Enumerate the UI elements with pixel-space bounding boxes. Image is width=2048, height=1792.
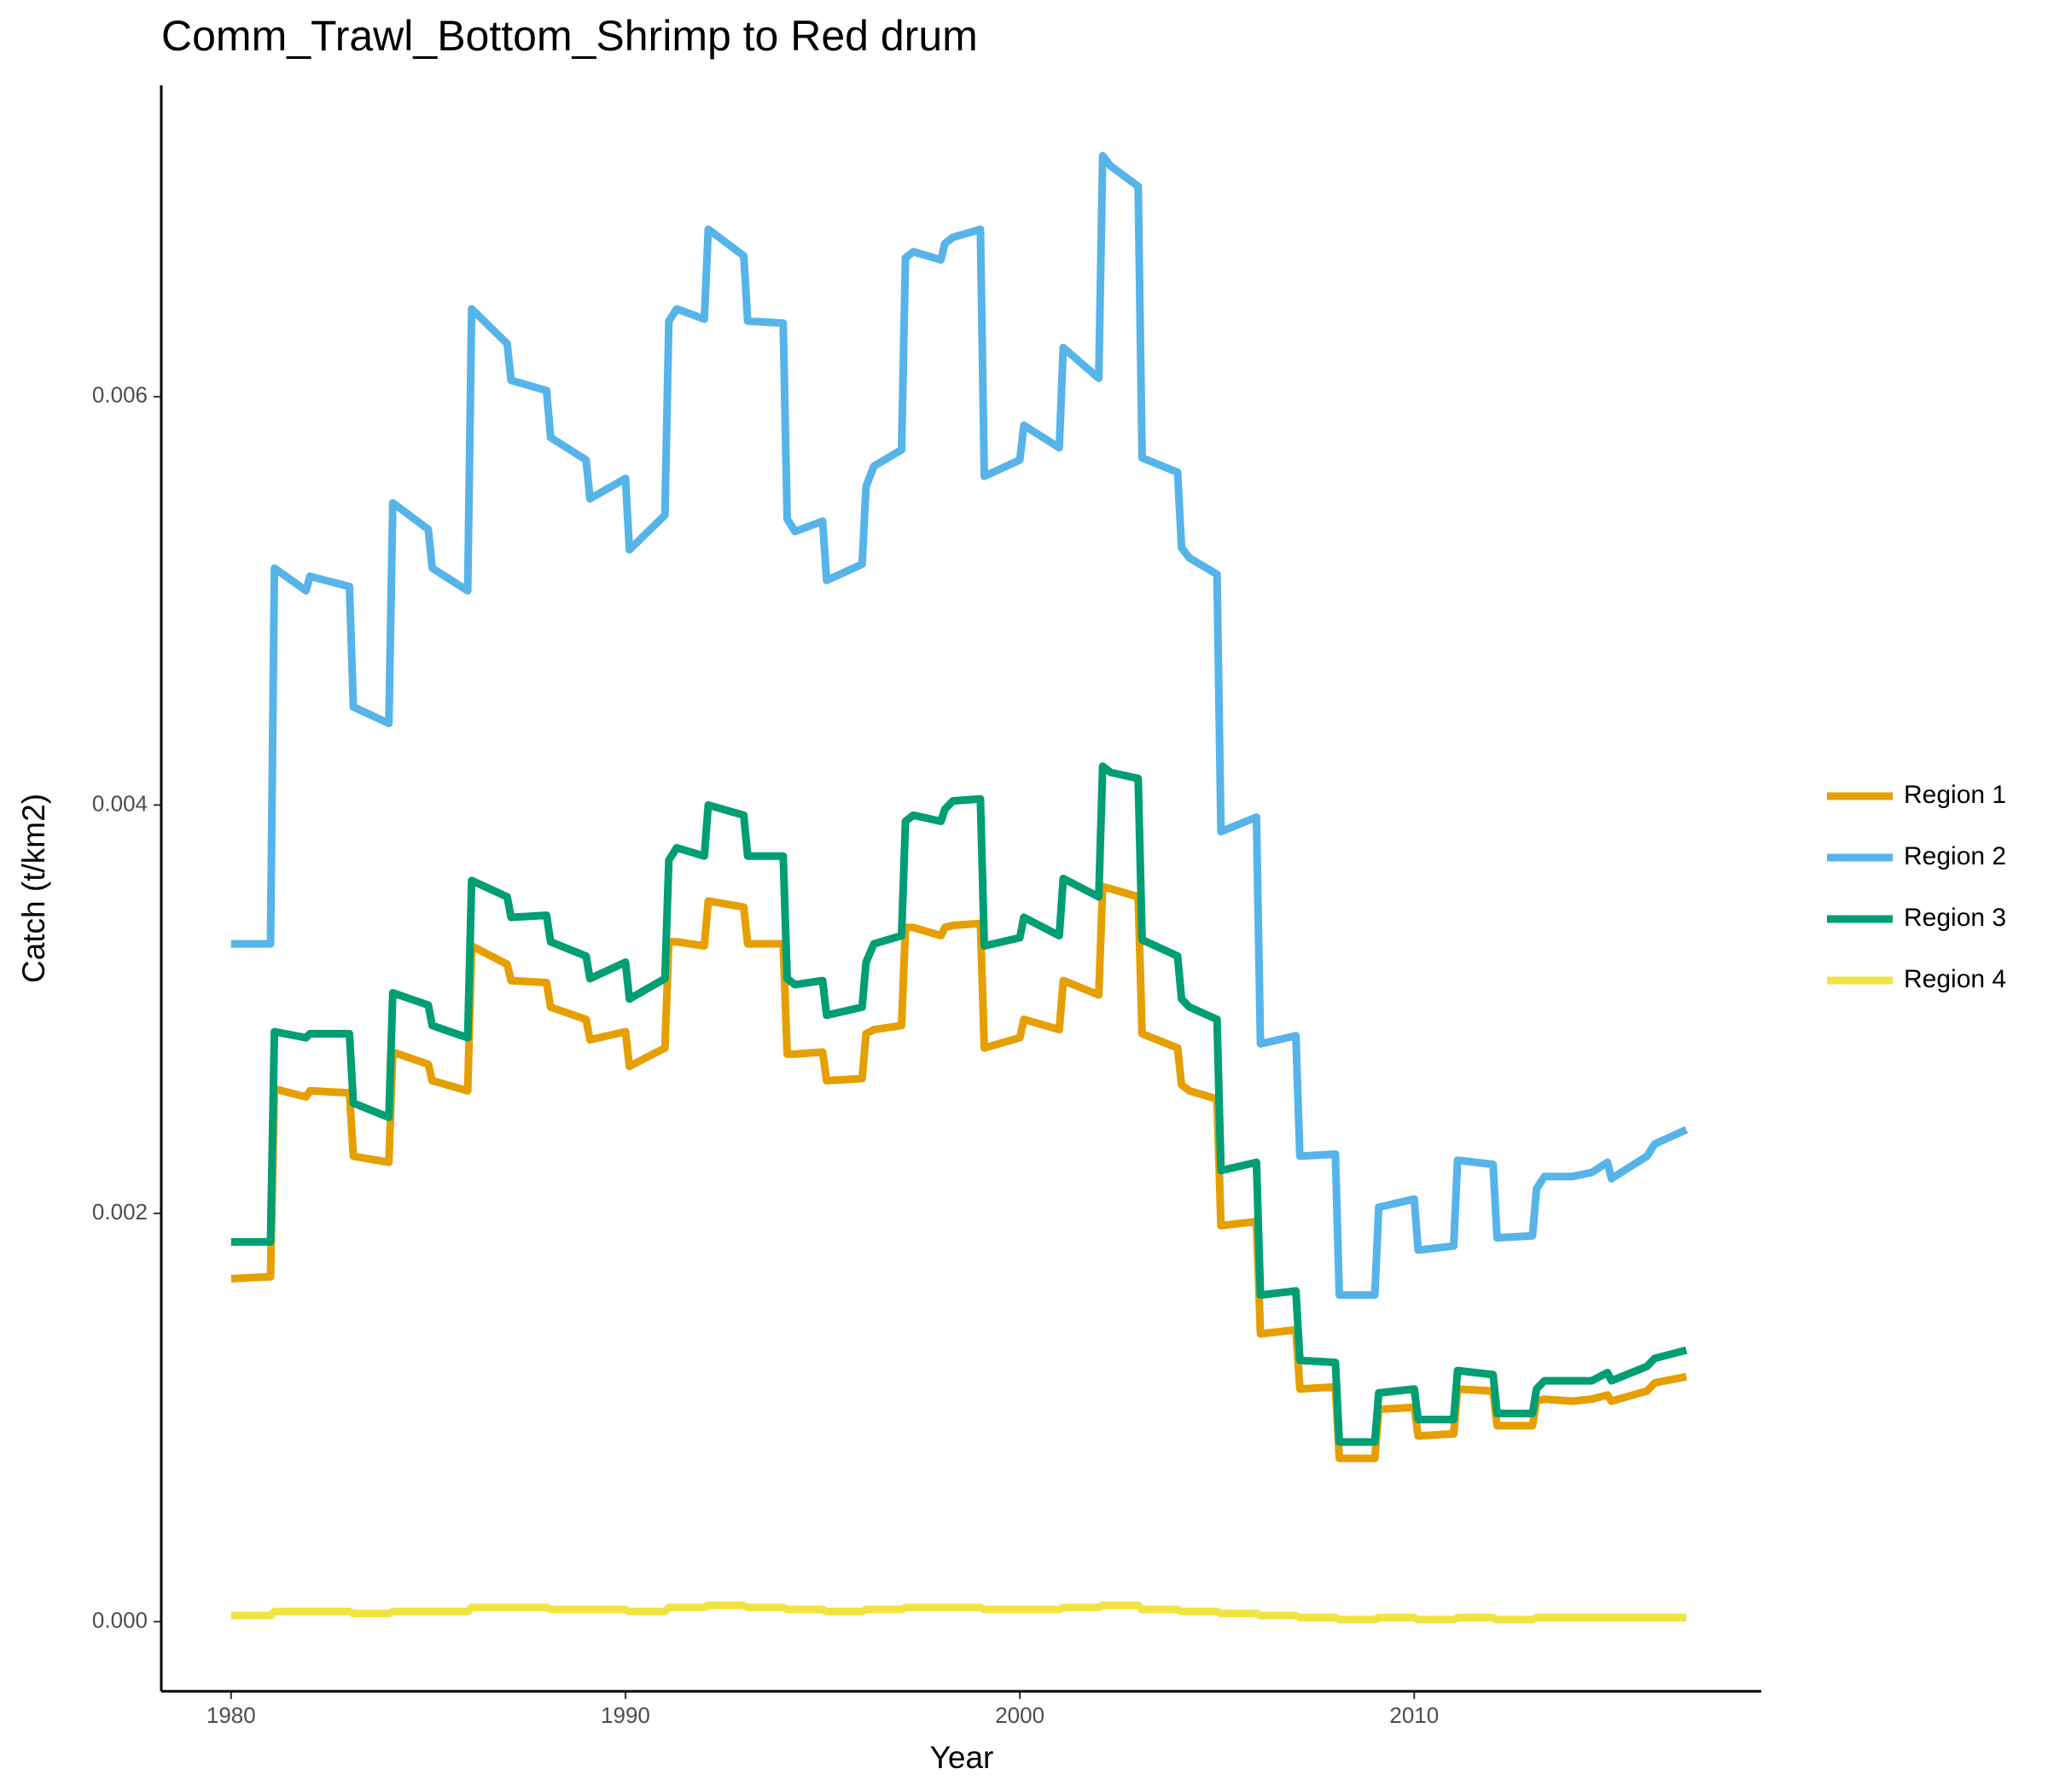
line-series — [230, 762, 1688, 1446]
y-tick-label: 0.006 — [92, 382, 148, 408]
legend-label: Region 4 — [1904, 965, 2006, 993]
y-tick-label: 0.002 — [92, 1199, 148, 1225]
y-tick-label: 0.004 — [92, 790, 148, 816]
line-series — [230, 1601, 1687, 1624]
x-tick-label: 2010 — [1389, 1702, 1439, 1728]
y-axis-title: Catch (t/km2) — [16, 794, 51, 983]
line-series — [230, 152, 1689, 1300]
legend-label: Region 3 — [1904, 904, 2006, 932]
x-axis-title: Year — [930, 1740, 994, 1775]
y-tick-label: 0.000 — [92, 1607, 148, 1632]
line-series — [230, 882, 1688, 1463]
chart-title: Comm_Trawl_Bottom_Shrimp to Red drum — [161, 12, 978, 60]
legend-label: Region 2 — [1904, 842, 2006, 870]
legend-label: Region 1 — [1904, 781, 2006, 809]
x-tick-label: 1990 — [601, 1702, 650, 1728]
x-tick-label: 1980 — [207, 1702, 256, 1728]
x-tick-label: 2000 — [995, 1702, 1044, 1728]
